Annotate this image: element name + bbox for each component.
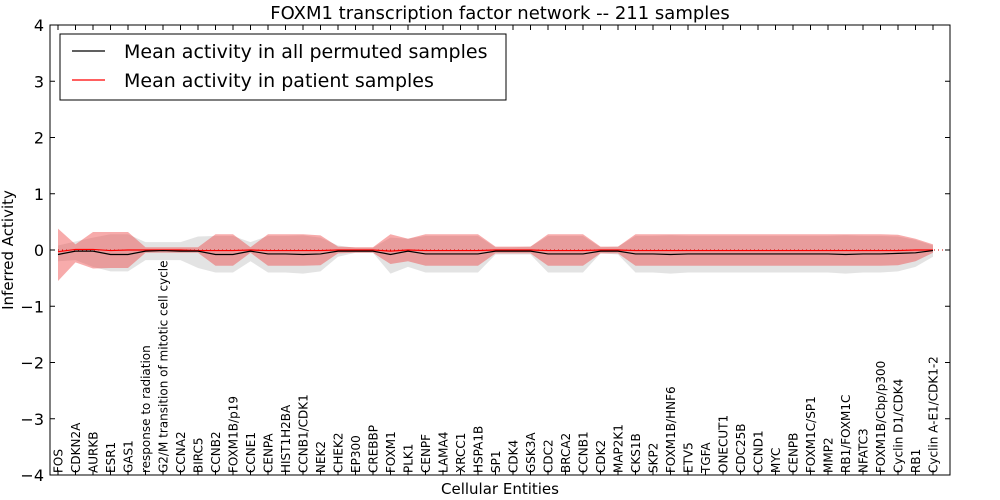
y-tick-label: −1 <box>20 297 44 316</box>
x-tick-label: FOXM1B/HNF6 <box>664 386 678 473</box>
x-tick-label: CCNB1/CDK1 <box>297 394 311 473</box>
y-tick-label: −3 <box>20 410 44 429</box>
x-tick-label: CENPA <box>262 433 276 473</box>
y-tick-label: 4 <box>34 16 44 35</box>
x-tick-label: BRCA2 <box>559 433 573 473</box>
x-tick-label: FOXM1B/p19 <box>227 396 241 473</box>
x-tick-label: Cyclin D1/CDK4 <box>892 379 906 473</box>
permuted-mean-line <box>57 249 934 256</box>
patient-mean-line <box>57 248 933 253</box>
legend-box <box>59 33 507 101</box>
x-tick-label: PLK1 <box>402 444 416 473</box>
x-tick-label: GAS1 <box>122 440 136 473</box>
x-tick-label: CDK4 <box>507 440 521 473</box>
x-tick-label: FOXM1B/Cbp/p300 <box>874 361 888 473</box>
x-tick-label: HIST1H2BA <box>279 404 293 473</box>
x-tick-label: SKP2 <box>647 443 661 473</box>
y-tick-label: −4 <box>20 466 44 485</box>
x-tick-label: GSK3A <box>524 432 538 473</box>
x-tick-label: XRCC1 <box>454 433 468 473</box>
x-tick-label: MAP2K1 <box>612 424 626 473</box>
x-tick-label: ETV5 <box>682 442 696 473</box>
legend-label: Mean activity in all permuted samples <box>124 41 487 63</box>
x-tick-label: CHEK2 <box>332 433 346 474</box>
y-tick-label: 0 <box>34 241 44 260</box>
y-tick-label: −2 <box>20 354 44 373</box>
x-tick-label: NFATC3 <box>857 428 871 473</box>
x-tick-label: CREBBP <box>367 425 381 473</box>
x-tick-label: SP1 <box>489 451 503 474</box>
x-tick-label: CDC25B <box>734 424 748 474</box>
x-tick-label: MYC <box>769 448 783 473</box>
x-tick-label: ESR1 <box>104 442 118 473</box>
x-tick-label: FOXM1C/SP1 <box>804 396 818 473</box>
x-axis-label: Cellular Entities <box>441 480 559 498</box>
plot-area <box>50 228 950 281</box>
y-tick-label: 2 <box>34 129 44 148</box>
legend-label: Mean activity in patient samples <box>124 70 434 92</box>
x-tick-label: CDKN2A <box>69 422 83 473</box>
x-tick-label: CCNE1 <box>244 432 258 473</box>
x-tick-label: MMP2 <box>822 437 836 473</box>
x-tick-label: CENPF <box>419 434 433 473</box>
x-tick-label: CDK2 <box>594 440 608 473</box>
x-tick-label: FOS <box>52 449 66 473</box>
permuted-samples-band <box>58 234 933 274</box>
x-tick-label: CDC2 <box>542 439 556 473</box>
y-axis-label: Inferred Activity <box>0 190 17 310</box>
patient-samples-band <box>58 228 933 281</box>
x-tick-label: FOXM1 <box>384 431 398 473</box>
x-tick-label: RB1/FOXM1C <box>839 395 853 473</box>
x-tick-label: Cyclin A-E1/CDK1-2 <box>927 356 941 473</box>
x-tick-label: CCNB1 <box>577 431 591 473</box>
x-tick-label: BIRC5 <box>192 437 206 473</box>
x-tick-label: NEK2 <box>314 441 328 473</box>
chart-title: FOXM1 transcription factor network -- 21… <box>270 3 730 24</box>
legend: Mean activity in all permuted samples Mea… <box>59 33 507 101</box>
x-tick-label: LAMA4 <box>437 432 451 473</box>
x-tick-label: CCND1 <box>752 430 766 473</box>
x-tick-label: response to radiation <box>139 345 153 473</box>
x-tick-label: CENPB <box>787 433 801 473</box>
y-tick-label: 3 <box>34 72 44 91</box>
x-tick-label: CKS1B <box>629 433 643 473</box>
x-tick-label: CCNB2 <box>209 431 223 473</box>
x-tick-label: RB1 <box>909 449 923 473</box>
x-tick-label: AURKB <box>87 432 101 473</box>
x-tick-label: G2/M transition of mitotic cell cycle <box>157 260 171 473</box>
x-tick-label: HSPA1B <box>472 426 486 473</box>
x-tick-label: CCNA2 <box>174 431 188 473</box>
y-tick-label: 1 <box>34 185 44 204</box>
axes: −4 −3 −2 −1 0 1 2 3 4 FOS CDKN2A AURKB ESR1 GAS1 respo… <box>0 3 951 498</box>
x-tick-label: ONECUT1 <box>717 415 731 473</box>
x-tick-label: EP300 <box>349 435 363 473</box>
x-tick-label: TGFA <box>699 442 713 474</box>
